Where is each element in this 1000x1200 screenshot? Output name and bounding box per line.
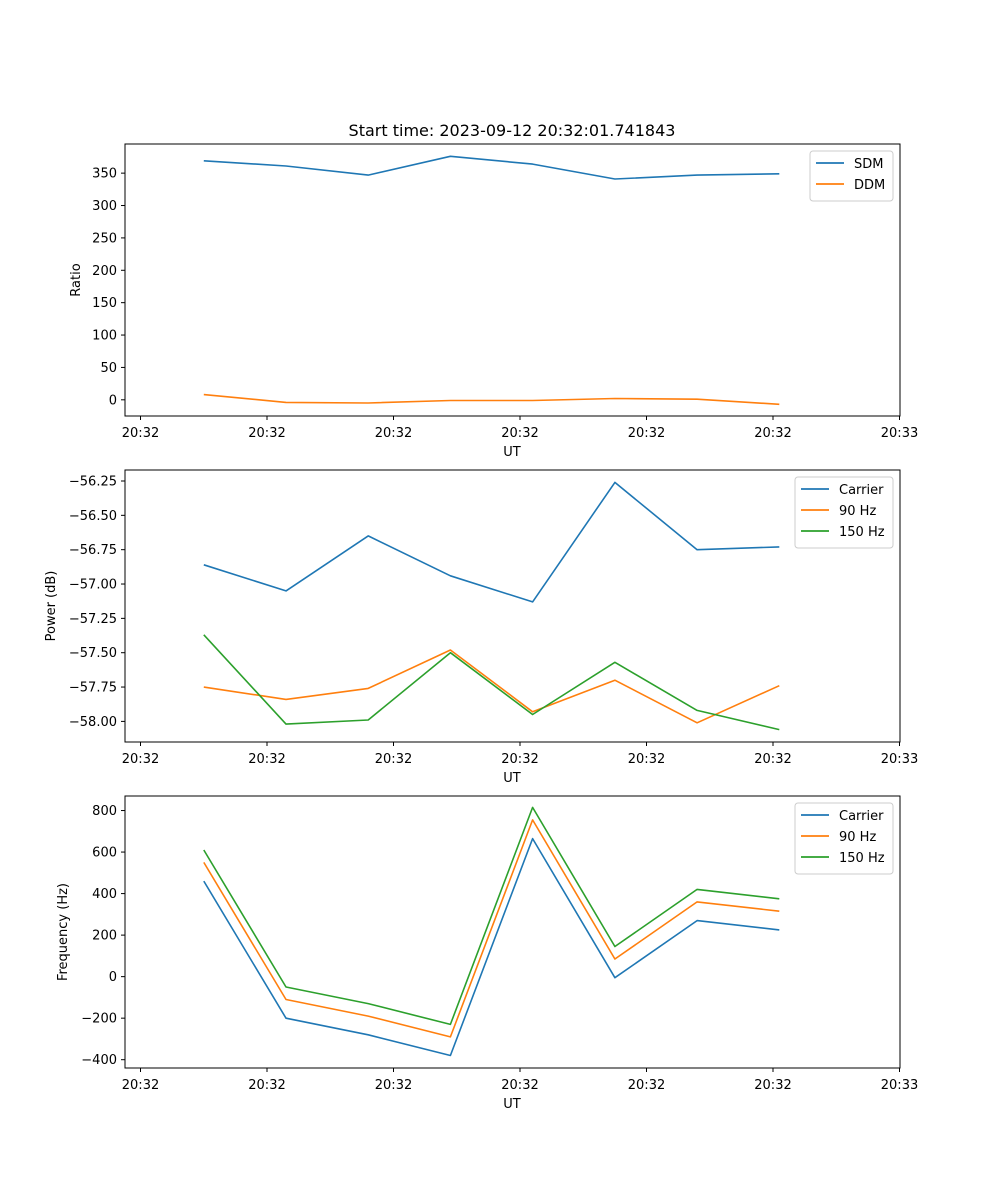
y-tick-label: 400: [92, 887, 117, 902]
x-tick-label: 20:33: [881, 1078, 918, 1093]
legend-label: Carrier: [839, 809, 884, 824]
y-tick-label: 0: [109, 393, 117, 408]
y-tick-label: 100: [92, 329, 117, 344]
x-axis-label: UT: [503, 445, 521, 460]
x-tick-label: 20:32: [248, 426, 285, 441]
x-tick-label: 20:32: [375, 752, 412, 767]
x-tick-label: 20:32: [754, 1078, 791, 1093]
y-tick-label: 300: [92, 199, 117, 214]
chart-title: Start time: 2023-09-12 20:32:01.741843: [349, 121, 676, 140]
x-tick-label: 20:33: [881, 426, 918, 441]
x-axis-label: UT: [503, 771, 521, 786]
legend-label: 90 Hz: [839, 830, 876, 845]
x-tick-label: 20:32: [501, 426, 538, 441]
x-tick-label: 20:32: [375, 426, 412, 441]
y-tick-label: 150: [92, 296, 117, 311]
series-line-ddm: [203, 393, 780, 406]
x-tick-label: 20:32: [501, 1078, 538, 1093]
y-tick-label: −57.00: [69, 578, 117, 593]
x-tick-label: 20:32: [375, 1078, 412, 1093]
y-axis-label: Ratio: [69, 263, 84, 296]
series-line-90-hz: [203, 649, 780, 724]
x-tick-label: 20:32: [628, 1078, 665, 1093]
y-tick-label: 600: [92, 846, 117, 861]
legend: Carrier 90 Hz 150 Hz: [794, 476, 894, 549]
series-line-90-hz: [203, 819, 780, 1038]
legend-label: DDM: [854, 178, 885, 193]
y-tick-label: 200: [92, 264, 117, 279]
series-line-carrier: [203, 481, 780, 603]
panel-2: 20:32 20:32 20:32 20:32 20:32 20:32 20:33 −58.0…: [44, 469, 918, 786]
x-tick-label: 20:32: [122, 752, 159, 767]
x-tick-label: 20:32: [754, 426, 791, 441]
x-tick-label: 20:32: [122, 426, 159, 441]
legend-label: 90 Hz: [839, 504, 876, 519]
y-tick-label: −57.75: [69, 681, 117, 696]
axes-frame: [124, 795, 901, 1069]
x-tick-label: 20:32: [122, 1078, 159, 1093]
x-tick-label: 20:32: [501, 752, 538, 767]
y-tick-label: −56.25: [69, 474, 117, 489]
panels: 20:32 20:32 20:32 20:32 20:32 20:32 20:33 0 50 10…: [44, 143, 918, 1112]
x-tick-label: 20:32: [628, 752, 665, 767]
y-tick-label: −57.50: [69, 646, 117, 661]
x-tick-label: 20:32: [628, 426, 665, 441]
y-tick-label: 800: [92, 804, 117, 819]
y-tick-label: 350: [92, 167, 117, 182]
series-line-150-hz: [203, 634, 780, 731]
legend: SDM DDM: [809, 150, 894, 202]
panel-1: 20:32 20:32 20:32 20:32 20:32 20:32 20:33 0 50 10…: [69, 143, 918, 460]
series-line-150-hz: [203, 806, 780, 1026]
legend-label: 150 Hz: [839, 525, 885, 540]
y-tick-label: −200: [81, 1012, 117, 1027]
y-axis-label: Power (dB): [44, 571, 59, 642]
y-tick-label: −56.50: [69, 509, 117, 524]
y-axis-label: Frequency (Hz): [56, 883, 71, 981]
panel-3: 20:32 20:32 20:32 20:32 20:32 20:32 20:33 −400 −…: [56, 795, 918, 1112]
axes-frame: [124, 469, 901, 743]
y-tick-label: −400: [81, 1053, 117, 1068]
x-tick-label: 20:32: [248, 752, 285, 767]
x-tick-label: 20:32: [248, 1078, 285, 1093]
legend: Carrier 90 Hz 150 Hz: [794, 802, 894, 875]
x-tick-label: 20:32: [754, 752, 791, 767]
x-tick-label: 20:33: [881, 752, 918, 767]
legend-label: Carrier: [839, 483, 884, 498]
axes-frame: [124, 143, 901, 417]
series-line-sdm: [203, 155, 780, 180]
y-tick-label: 250: [92, 231, 117, 246]
legend-label: 150 Hz: [839, 851, 885, 866]
y-tick-label: 50: [100, 361, 117, 376]
legend-label: SDM: [854, 157, 883, 172]
x-axis-label: UT: [503, 1097, 521, 1112]
y-tick-label: −57.25: [69, 612, 117, 627]
y-tick-label: −56.75: [69, 543, 117, 558]
y-tick-label: −58.00: [69, 715, 117, 730]
y-tick-label: 200: [92, 929, 117, 944]
y-tick-label: 0: [109, 970, 117, 985]
series-line-carrier: [203, 837, 780, 1057]
